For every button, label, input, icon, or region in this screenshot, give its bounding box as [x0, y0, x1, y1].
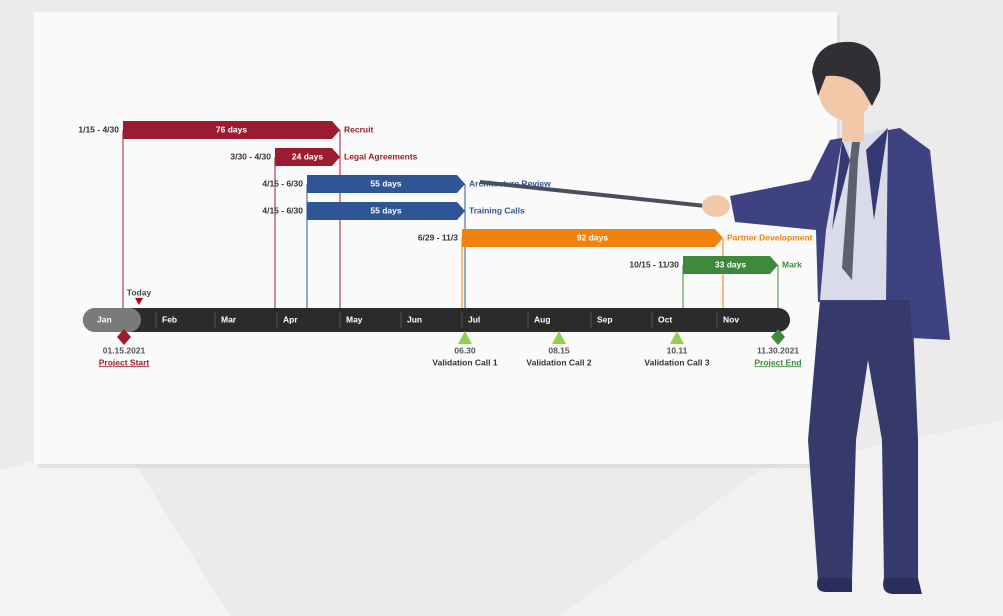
- timeline-bar: [83, 308, 790, 332]
- task-duration: 55 days: [370, 205, 401, 215]
- month-label: Jan: [97, 314, 112, 324]
- milestone-date: 10.11: [667, 345, 688, 355]
- shoe: [817, 578, 852, 592]
- milestone-date: 01.15.2021: [103, 345, 146, 355]
- task-duration: 33 days: [715, 259, 746, 269]
- milestone-date: 11.30.2021: [757, 345, 799, 355]
- milestone-date: 08.15: [548, 345, 570, 355]
- timeline-current: [83, 308, 141, 332]
- task-name: Partner Development: [727, 232, 813, 242]
- month-label: May: [346, 314, 363, 324]
- month-label: Oct: [658, 314, 672, 324]
- month-label: Aug: [534, 314, 551, 324]
- milestone-label: Project Start: [99, 357, 150, 367]
- milestone-label: Validation Call 3: [644, 357, 709, 367]
- hand: [702, 195, 730, 217]
- shoe: [883, 578, 922, 594]
- milestone-label: Project End: [754, 357, 801, 367]
- milestone-label: Validation Call 2: [526, 357, 591, 367]
- task-name: Training Calls: [469, 205, 525, 215]
- task-duration: 24 days: [292, 151, 323, 161]
- month-label: Apr: [283, 314, 298, 324]
- month-label: Jun: [407, 314, 422, 324]
- task-dates: 4/15 - 6/30: [262, 205, 303, 215]
- task-dates: 4/15 - 6/30: [262, 178, 303, 188]
- task-dates: 1/15 - 4/30: [78, 124, 119, 134]
- task-name: Recruit: [344, 124, 373, 134]
- task-name: Legal Agreements: [344, 151, 418, 161]
- month-label: Mar: [221, 314, 237, 324]
- task-duration: 92 days: [577, 232, 608, 242]
- month-label: Nov: [723, 314, 739, 324]
- task-duration: 55 days: [370, 178, 401, 188]
- milestone-date: 06.30: [454, 345, 476, 355]
- task-dates: 3/30 - 4/30: [230, 151, 271, 161]
- task-dates: 6/29 - 11/3: [418, 232, 458, 242]
- milestone-label: Validation Call 1: [432, 357, 497, 367]
- task-duration: 76 days: [216, 124, 247, 134]
- task-name: Mark: [782, 259, 802, 269]
- task-dates: 10/15 - 11/30: [629, 259, 679, 269]
- month-label: Jul: [468, 314, 480, 324]
- today-label: Today: [127, 287, 152, 297]
- month-label: Sep: [597, 314, 613, 324]
- month-label: Feb: [162, 314, 177, 324]
- scene: Jan Feb Mar Apr May Jun Jul Aug Sep Oct Nov Today 1/…: [0, 0, 1003, 616]
